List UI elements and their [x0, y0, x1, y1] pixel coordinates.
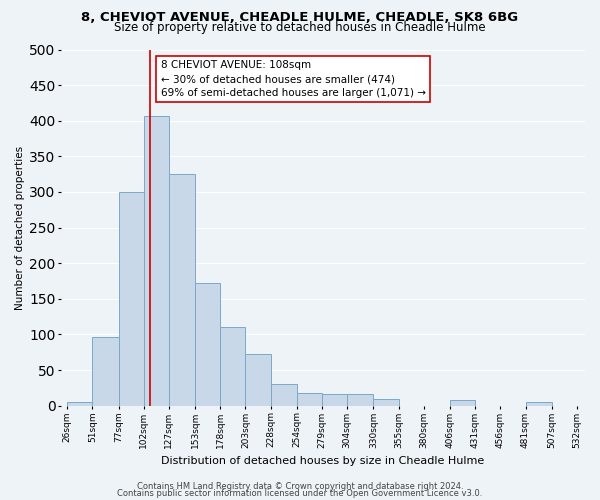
Bar	[92, 336, 119, 406]
Text: Contains public sector information licensed under the Open Government Licence v3: Contains public sector information licen…	[118, 488, 482, 498]
Bar	[144, 116, 169, 406]
Bar	[322, 394, 347, 406]
Bar	[195, 283, 220, 406]
Bar	[347, 394, 373, 406]
Bar	[297, 393, 322, 406]
Bar	[450, 400, 475, 406]
Bar	[526, 402, 552, 406]
Text: Size of property relative to detached houses in Cheadle Hulme: Size of property relative to detached ho…	[114, 21, 486, 34]
Text: 8, CHEVIOT AVENUE, CHEADLE HULME, CHEADLE, SK8 6BG: 8, CHEVIOT AVENUE, CHEADLE HULME, CHEADL…	[82, 11, 518, 24]
Text: Contains HM Land Registry data © Crown copyright and database right 2024.: Contains HM Land Registry data © Crown c…	[137, 482, 463, 491]
Bar	[220, 328, 245, 406]
Bar	[245, 354, 271, 406]
X-axis label: Distribution of detached houses by size in Cheadle Hulme: Distribution of detached houses by size …	[161, 456, 485, 466]
Y-axis label: Number of detached properties: Number of detached properties	[15, 146, 25, 310]
Bar	[271, 384, 297, 406]
Text: 8 CHEVIOT AVENUE: 108sqm
← 30% of detached houses are smaller (474)
69% of semi-: 8 CHEVIOT AVENUE: 108sqm ← 30% of detach…	[161, 60, 425, 98]
Bar	[119, 192, 144, 406]
Bar	[67, 402, 92, 406]
Bar	[373, 398, 398, 406]
Bar	[169, 174, 195, 406]
